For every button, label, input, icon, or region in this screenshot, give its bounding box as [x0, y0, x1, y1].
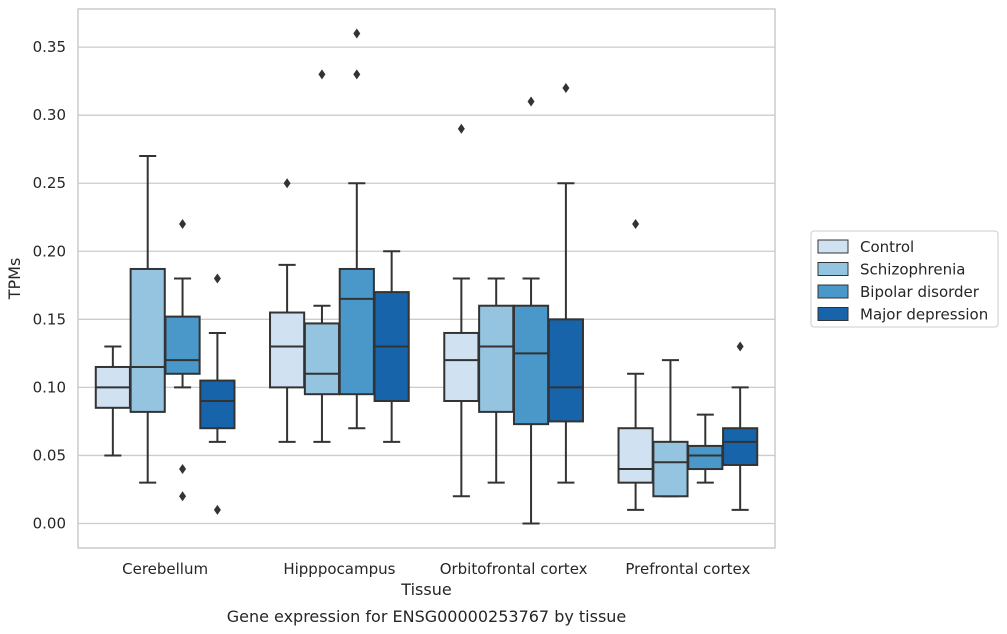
box-control [94, 345, 131, 457]
legend-frame [810, 230, 999, 328]
box-body [722, 427, 759, 466]
box-control [443, 123, 480, 498]
legend-label: Major depression [860, 306, 988, 324]
legend-label: Bipolar disorder [860, 283, 980, 301]
box-body [652, 440, 689, 498]
box-major-depression [547, 82, 584, 484]
outlier-point [318, 69, 326, 80]
x-axis-ticks: Cerebellum Hipppocampus Orbitofrontal cort… [122, 560, 750, 578]
x-tick-label: Prefrontal cortex [625, 560, 750, 578]
box-schizophrenia [303, 69, 341, 443]
box-body [338, 267, 375, 396]
y-axis-label: TPMs [5, 258, 24, 301]
x-tick-label: Orbitofrontal cortex [440, 560, 588, 578]
box-schizophrenia [129, 155, 166, 484]
legend-swatch [817, 284, 849, 299]
y-tick-label: 0.25 [33, 174, 66, 192]
y-axis-ticks: 0.00 0.05 0.10 0.15 0.20 0.25 0.30 0.35 [33, 38, 66, 532]
box-control [617, 219, 654, 511]
outlier-point [736, 341, 744, 352]
legend-swatch [817, 239, 849, 254]
outlier-point [457, 123, 465, 134]
plot-frame [77, 8, 776, 549]
box-schizophrenia [652, 359, 689, 498]
box-major-depression [373, 250, 410, 443]
box-body [512, 304, 550, 426]
box-major-depression [722, 341, 759, 511]
box-bipolar-disorder [338, 28, 375, 430]
box-body [199, 379, 236, 430]
outlier-point [179, 219, 187, 230]
outlier-point [562, 82, 570, 93]
box-schizophrenia [478, 277, 515, 484]
outlier-point [179, 464, 187, 475]
box-body [547, 318, 584, 423]
outlier-point [353, 28, 361, 39]
box-control [269, 178, 306, 443]
outlier-point [213, 273, 221, 284]
box-body [443, 331, 480, 403]
y-tick-label: 0.30 [33, 106, 66, 124]
y-tick-label: 0.15 [33, 310, 66, 328]
box-body [269, 311, 306, 389]
box-bipolar-disorder [512, 96, 550, 525]
y-tick-label: 0.10 [33, 378, 66, 396]
legend-swatch [817, 262, 849, 276]
box-bipolar-disorder [687, 413, 724, 484]
legend-swatch [817, 307, 849, 321]
outlier-point [632, 219, 640, 230]
box-body [478, 304, 515, 413]
box-major-depression [199, 273, 236, 515]
y-tick-label: 0.35 [33, 38, 66, 56]
boxes [94, 28, 759, 525]
x-tick-label: Cerebellum [122, 560, 208, 578]
box-bipolar-disorder [164, 219, 201, 502]
box-body [687, 444, 724, 471]
x-tick-label: Hipppocampus [283, 560, 395, 578]
chart-caption: Gene expression for ENSG00000253767 by t… [227, 607, 627, 626]
y-tick-label: 0.05 [33, 446, 66, 464]
y-tick-label: 0.20 [33, 242, 66, 260]
outlier-point [353, 69, 361, 80]
outlier-point [283, 178, 291, 189]
box-body [164, 315, 201, 375]
x-axis-label: Tissue [400, 580, 451, 599]
box-body [303, 322, 341, 396]
box-body [617, 427, 654, 484]
legend-label: Schizophrenia [860, 261, 965, 279]
y-tick-label: 0.00 [33, 515, 66, 533]
outlier-point [213, 504, 221, 515]
legend-label: Control [860, 238, 914, 256]
outlier-point [527, 96, 535, 107]
outlier-point [179, 491, 187, 502]
box-body [129, 267, 166, 413]
legend: Control Schizophrenia Bipolar disorder Majo… [810, 230, 999, 328]
